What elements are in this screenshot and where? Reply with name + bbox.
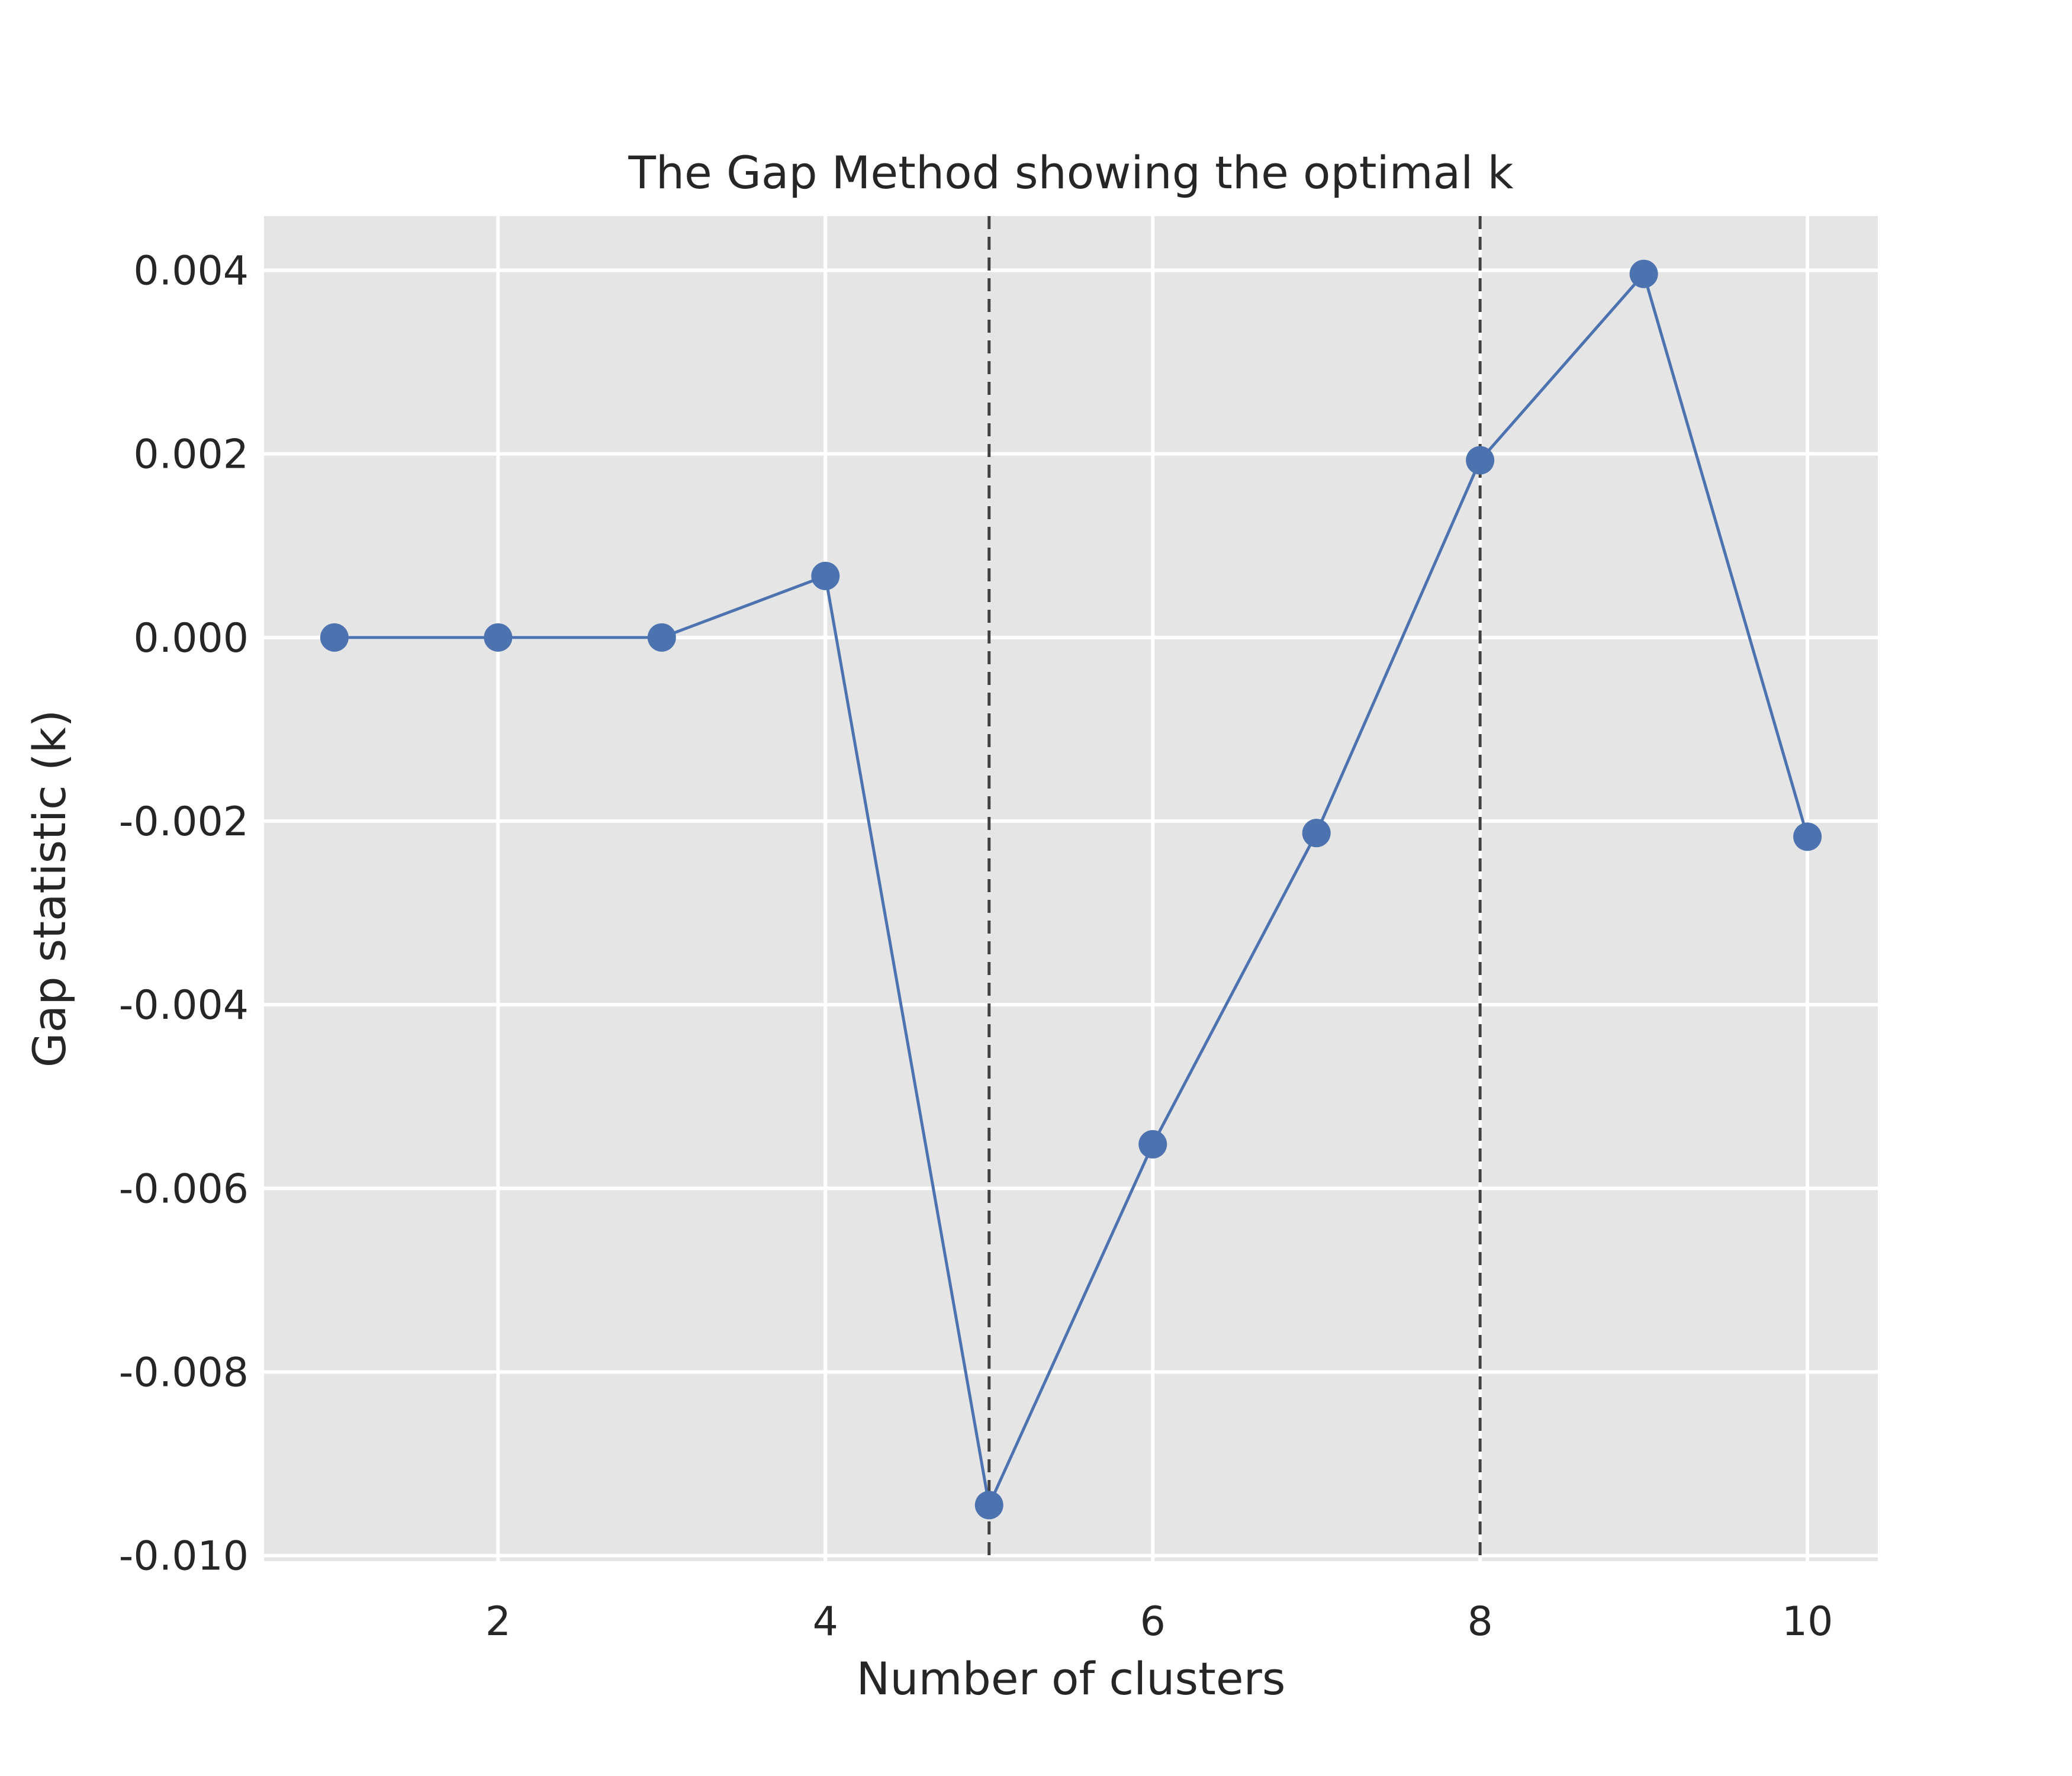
y-tick-label: -0.008: [119, 1350, 249, 1397]
data-point: [320, 623, 349, 652]
y-tick-label: -0.002: [119, 799, 249, 845]
y-tick-label: 0.000: [133, 615, 249, 662]
data-point: [811, 561, 840, 590]
data-point: [647, 623, 676, 652]
data-point: [484, 623, 513, 652]
y-tick-label: -0.006: [119, 1166, 249, 1212]
data-point: [1793, 822, 1822, 851]
reference-lines: [987, 216, 1482, 1561]
data-point: [1629, 259, 1658, 288]
x-tick-label: 10: [1782, 1598, 1833, 1645]
series-line: [334, 271, 1809, 1510]
plot-area-background: [264, 216, 1878, 1561]
y-tick-label: -0.010: [119, 1533, 249, 1580]
data-point: [1138, 1130, 1167, 1159]
chart-title: The Gap Method showing the optimal k: [628, 146, 1513, 199]
data-point: [1466, 446, 1495, 475]
x-axis-label: Number of clusters: [857, 1652, 1286, 1705]
x-tick-label: 6: [1140, 1598, 1166, 1645]
y-tick-label: 0.004: [133, 248, 249, 295]
x-tick-label: 2: [485, 1598, 511, 1645]
x-tick-label: 4: [813, 1598, 838, 1645]
tick-labels: 0.004 0.002 0.000 -0.002 -0.004 -0.006 -0.008 -…: [119, 248, 1833, 1645]
data-series: [320, 259, 1822, 1520]
y-tick-label: -0.004: [119, 982, 249, 1029]
y-tick-label: 0.002: [133, 432, 249, 478]
data-point: [1302, 819, 1331, 848]
x-tick-label: 8: [1468, 1598, 1493, 1645]
y-axis-label: Gap statistic (k): [23, 710, 76, 1068]
data-point: [974, 1491, 1003, 1520]
